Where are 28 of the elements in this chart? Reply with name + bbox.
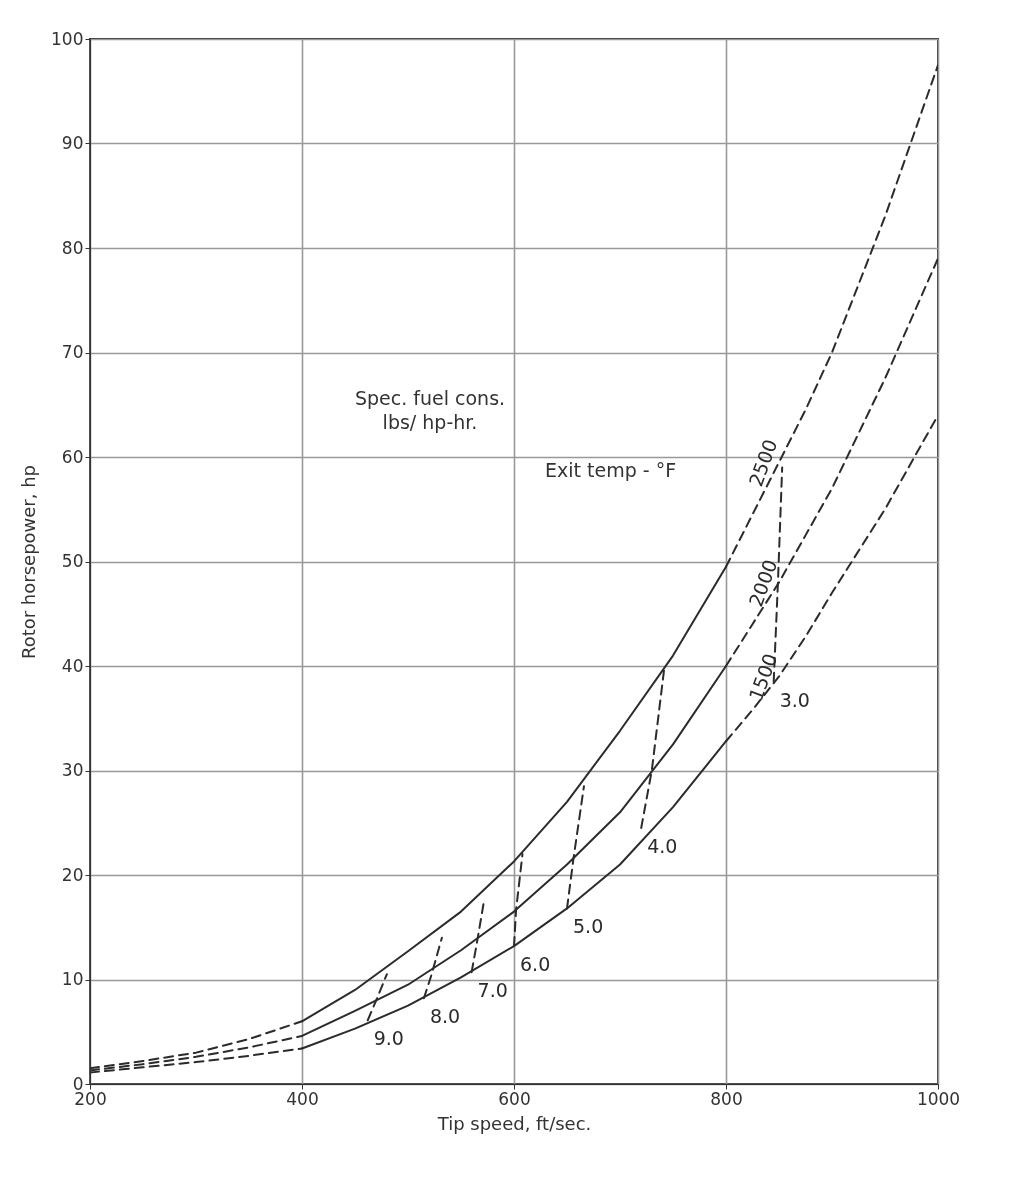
y-tick-label: 50: [61, 551, 84, 571]
series-label: 6.0: [520, 953, 551, 976]
x-tick-label: 1000: [916, 1088, 961, 1109]
x-tick-label: 800: [710, 1088, 743, 1109]
x-tick-label: 600: [498, 1088, 531, 1109]
text: 2000: [744, 556, 782, 610]
y-tick-label: 10: [61, 969, 84, 989]
annotation: Spec. fuel cons. lbs/ hp-hr.: [354, 387, 506, 433]
text: 2500: [744, 436, 782, 490]
series-label: 8.0: [429, 1005, 461, 1028]
y-tick-label: 60: [61, 446, 84, 467]
text: 1500: [744, 650, 782, 704]
x-axis-title: Tip speed, ft/sec.: [436, 1112, 592, 1134]
series-label: 7.0: [477, 979, 508, 1002]
annotation: Exit temp - °F: [545, 459, 677, 481]
y-tick-label: 30: [61, 760, 84, 780]
series-label: 5.0: [573, 915, 604, 938]
x-tick-label: 400: [286, 1088, 319, 1109]
y-tick-label: 70: [61, 342, 84, 362]
y-tick-label: 90: [61, 133, 84, 153]
y-tick-label: 80: [61, 237, 84, 258]
series-label: 9.0: [373, 1027, 404, 1050]
y-tick-label: 40: [61, 655, 84, 676]
y-tick-label: 100: [51, 28, 84, 49]
series-label: 4.0: [647, 834, 678, 857]
series-label: 3.0: [779, 688, 810, 711]
y-axis-title: Rotor horsepower, hp: [18, 464, 40, 660]
y-tick-label: 20: [61, 864, 84, 885]
